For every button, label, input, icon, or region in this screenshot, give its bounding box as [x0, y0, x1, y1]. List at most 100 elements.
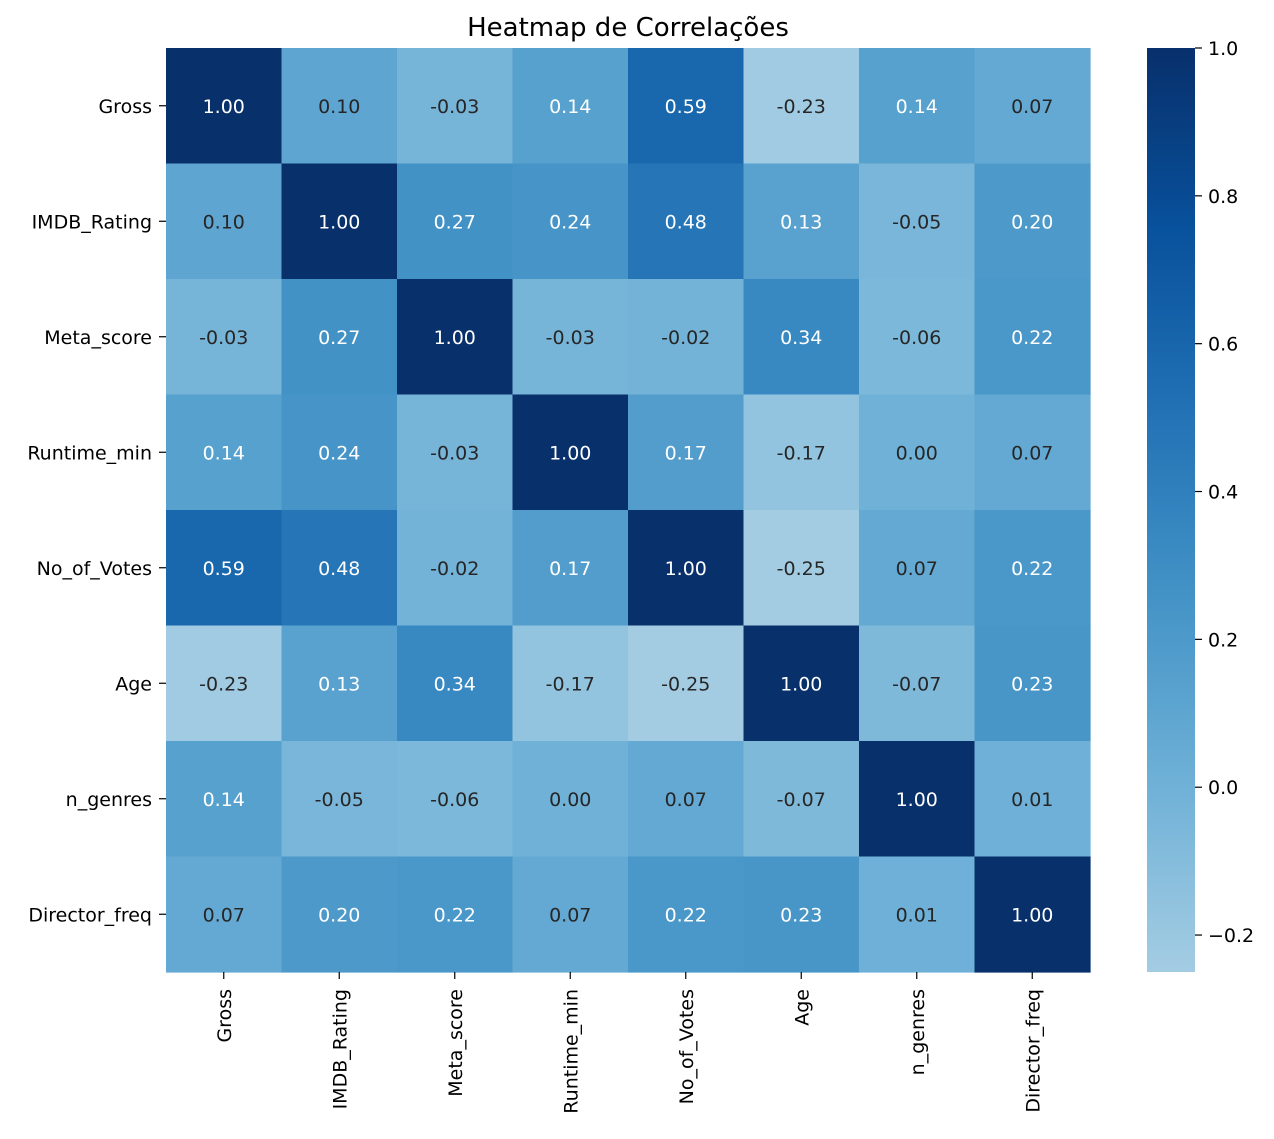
heatmap-cell-r7-c3	[512, 856, 629, 973]
heatmap-cell-r3-c5	[743, 394, 860, 511]
cell-value-r7-c2: 0.22	[434, 904, 476, 926]
heatmap-cell-r5-c3	[512, 625, 629, 742]
cell-value-r6-c5: -0.07	[777, 789, 826, 811]
heatmap-cell-r1-c1	[281, 163, 398, 280]
cell-value-r6-c2: -0.06	[430, 789, 479, 811]
cell-value-r1-c3: 0.24	[549, 211, 591, 233]
heatmap-cell-r2-c6	[859, 279, 976, 396]
heatmap-cell-r3-c4	[628, 394, 745, 511]
heatmap-cell-r0-c5	[743, 48, 860, 165]
cell-value-r0-c2: -0.03	[430, 96, 479, 118]
heatmap-cell-r4-c0	[166, 510, 283, 627]
cell-value-r4-c5: -0.25	[777, 558, 826, 580]
heatmap-cell-r7-c4	[628, 856, 745, 973]
cell-value-r7-c7: 1.00	[1011, 904, 1053, 926]
y-tick-label-7: Director_freq	[28, 904, 152, 926]
cell-value-r0-c5: -0.23	[777, 96, 826, 118]
cell-value-r5-c4: -0.25	[661, 673, 710, 695]
cell-value-r3-c2: -0.03	[430, 442, 479, 464]
heatmap-cell-r4-c1	[281, 510, 398, 627]
heatmap-cell-r2-c0	[166, 279, 283, 396]
cell-value-r7-c1: 0.20	[318, 904, 360, 926]
x-tick-label-1: IMDB_Rating	[329, 989, 351, 1109]
heatmap-cell-r4-c5	[743, 510, 860, 627]
colorbar-tick-label-1: 0.0	[1208, 777, 1238, 799]
cell-value-r3-c0: 0.14	[203, 442, 245, 464]
x-tick-label-6: n_genres	[907, 989, 929, 1075]
heatmap-cell-r7-c2	[397, 856, 514, 973]
heatmap-cell-r5-c6	[859, 625, 976, 742]
cell-value-r2-c3: -0.03	[546, 327, 595, 349]
y-tick-label-1: IMDB_Rating	[32, 211, 152, 233]
heatmap-cell-r0-c1	[281, 48, 398, 165]
cell-value-r6-c6: 1.00	[896, 789, 938, 811]
heatmap-cell-r0-c4	[628, 48, 745, 165]
cell-value-r6-c0: 0.14	[203, 789, 245, 811]
heatmap-cell-r2-c5	[743, 279, 860, 396]
heatmap-cell-r2-c7	[974, 279, 1091, 396]
heatmap-cell-r7-c7	[974, 856, 1091, 973]
heatmap-cell-r5-c5	[743, 625, 860, 742]
cell-value-r3-c4: 0.17	[665, 442, 707, 464]
x-tick-label-5: Age	[791, 989, 813, 1026]
heatmap-cell-r2-c3	[512, 279, 629, 396]
cell-value-r2-c2: 1.00	[434, 327, 476, 349]
heatmap-cells	[166, 48, 1091, 973]
heatmap-cell-r7-c5	[743, 856, 860, 973]
y-tick-label-5: Age	[115, 673, 152, 695]
cell-value-r5-c7: 0.23	[1011, 673, 1053, 695]
cell-value-r1-c7: 0.20	[1011, 211, 1053, 233]
heatmap-cell-r6-c0	[166, 741, 283, 858]
heatmap-cell-r5-c1	[281, 625, 398, 742]
cell-value-r5-c0: -0.23	[199, 673, 248, 695]
heatmap-cell-r4-c2	[397, 510, 514, 627]
colorbar-tick-label-4: 0.6	[1208, 334, 1238, 356]
cell-value-r0-c1: 0.10	[318, 96, 360, 118]
cell-value-r2-c5: 0.34	[780, 327, 822, 349]
colorbar-tick-label-0: −0.2	[1208, 925, 1254, 947]
heatmap-cell-r4-c4	[628, 510, 745, 627]
cell-value-r0-c0: 1.00	[203, 96, 245, 118]
x-tick-label-2: Meta_score	[445, 989, 467, 1097]
cell-value-r1-c2: 0.27	[434, 211, 476, 233]
heatmap-cell-r0-c2	[397, 48, 514, 165]
cell-value-r1-c5: 0.13	[780, 211, 822, 233]
heatmap-cell-r4-c6	[859, 510, 976, 627]
cell-value-r3-c5: -0.17	[777, 442, 826, 464]
x-tick-label-3: Runtime_min	[560, 989, 582, 1114]
heatmap-cell-r4-c7	[974, 510, 1091, 627]
cell-value-r4-c1: 0.48	[318, 558, 360, 580]
x-axis: Gross IMDB_Rating Meta_score Runtime_min No_…	[214, 972, 1044, 1114]
cell-value-r3-c6: 0.00	[896, 442, 938, 464]
heatmap-cell-r3-c3	[512, 394, 629, 511]
cell-value-r1-c1: 1.00	[318, 211, 360, 233]
cell-value-r4-c6: 0.07	[896, 558, 938, 580]
heatmap-cell-r1-c6	[859, 163, 976, 280]
heatmap-cell-r0-c6	[859, 48, 976, 165]
cell-value-r1-c6: -0.05	[892, 211, 941, 233]
cell-value-r7-c0: 0.07	[203, 904, 245, 926]
cell-value-r6-c3: 0.00	[549, 789, 591, 811]
heatmap-cell-r5-c4	[628, 625, 745, 742]
cell-value-r6-c7: 0.01	[1011, 789, 1053, 811]
x-tick-label-0: Gross	[214, 989, 236, 1043]
heatmap-cell-r3-c6	[859, 394, 976, 511]
heatmap-cell-r7-c0	[166, 856, 283, 973]
cell-value-r2-c0: -0.03	[199, 327, 248, 349]
heatmap-cell-r5-c2	[397, 625, 514, 742]
cell-value-r0-c4: 0.59	[665, 96, 707, 118]
cell-value-r5-c5: 1.00	[780, 673, 822, 695]
heatmap-cell-r7-c1	[281, 856, 398, 973]
colorbar-gradient	[1147, 48, 1195, 972]
cell-value-r6-c1: -0.05	[315, 789, 364, 811]
cell-value-r2-c7: 0.22	[1011, 327, 1053, 349]
heatmap-cell-r5-c7	[974, 625, 1091, 742]
heatmap-cell-r6-c2	[397, 741, 514, 858]
heatmap-cell-r7-c6	[859, 856, 976, 973]
y-tick-label-2: Meta_score	[44, 327, 152, 349]
cell-value-r6-c4: 0.07	[665, 789, 707, 811]
heatmap-cell-r0-c0	[166, 48, 283, 165]
cell-value-r0-c7: 0.07	[1011, 96, 1053, 118]
heatmap-cell-r1-c0	[166, 163, 283, 280]
